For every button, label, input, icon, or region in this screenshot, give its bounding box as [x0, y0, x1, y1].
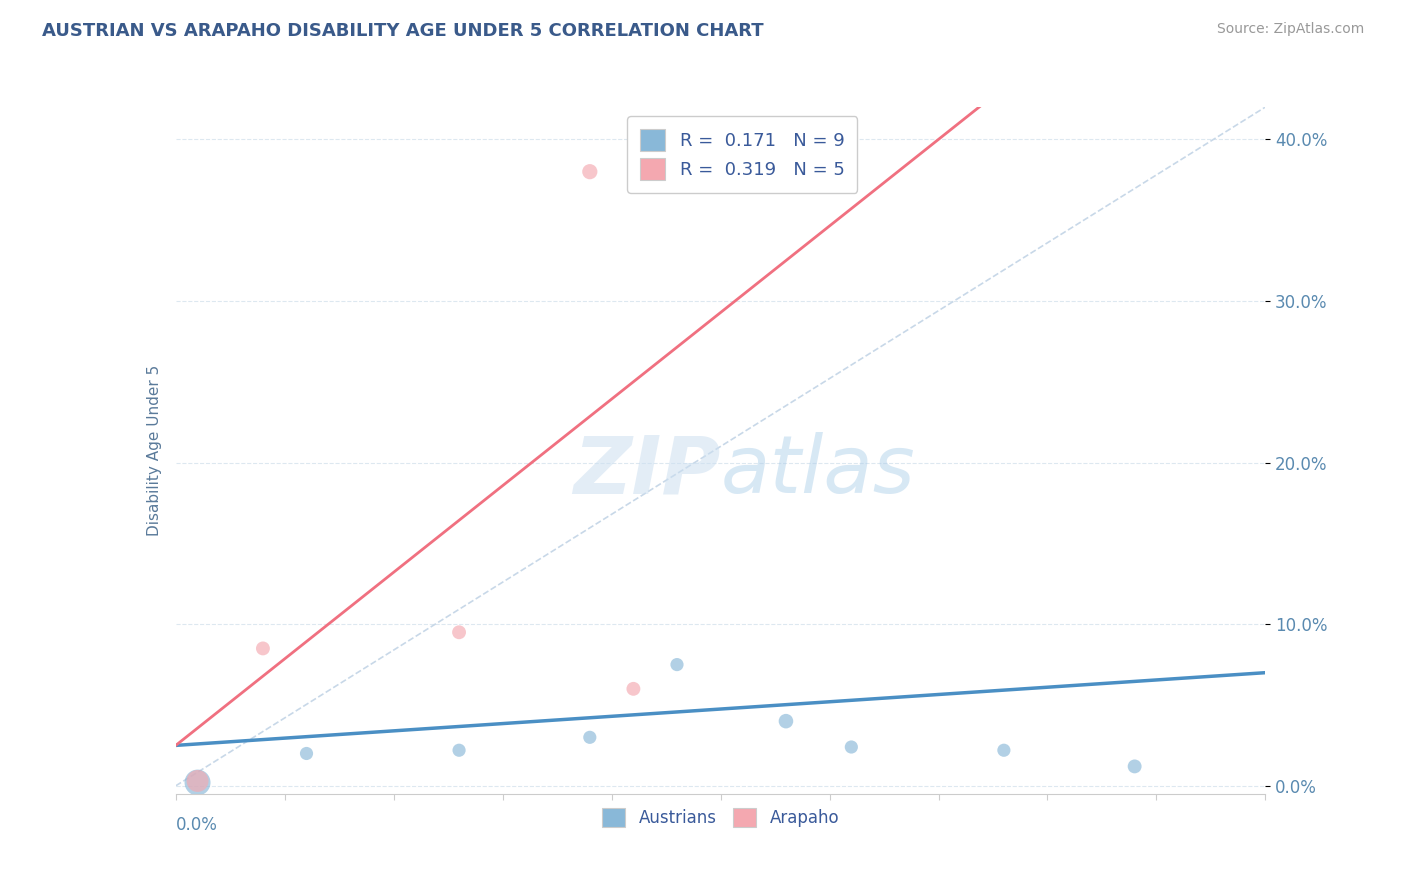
Legend: Austrians, Arapaho: Austrians, Arapaho: [595, 801, 846, 834]
Point: [993, 743, 1015, 757]
Text: atlas: atlas: [721, 432, 915, 510]
Y-axis label: Disability Age Under 5: Disability Age Under 5: [146, 365, 162, 536]
Point: [186, 775, 209, 789]
Point: [775, 714, 797, 728]
Point: [579, 731, 602, 745]
Point: [579, 164, 602, 178]
Text: 0.0%: 0.0%: [176, 816, 218, 834]
Point: [1123, 759, 1146, 773]
Point: [621, 681, 644, 696]
Text: ZIP: ZIP: [574, 432, 721, 510]
Point: [841, 739, 863, 754]
Point: [252, 641, 274, 656]
Point: [447, 625, 470, 640]
Text: AUSTRIAN VS ARAPAHO DISABILITY AGE UNDER 5 CORRELATION CHART: AUSTRIAN VS ARAPAHO DISABILITY AGE UNDER…: [42, 22, 763, 40]
Point: [295, 747, 318, 761]
Text: Source: ZipAtlas.com: Source: ZipAtlas.com: [1216, 22, 1364, 37]
Point: [186, 774, 209, 789]
Point: [666, 657, 689, 672]
Point: [447, 743, 470, 757]
